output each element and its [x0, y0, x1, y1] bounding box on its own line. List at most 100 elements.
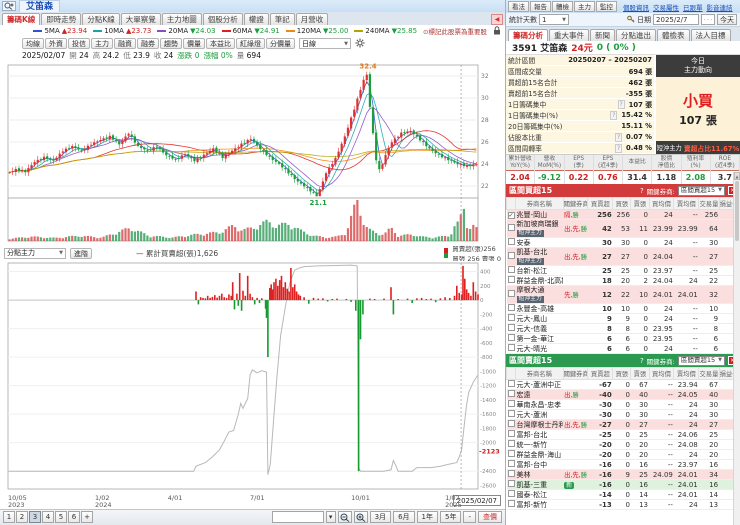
top-btn-主力[interactable]: 主力	[574, 1, 595, 12]
zoom-plus-icon[interactable]	[2, 1, 16, 12]
tab-權證[interactable]: 權證	[243, 12, 269, 25]
chart-btn-紅綠燈[interactable]: 紅綠燈	[236, 38, 265, 50]
range-button--[interactable]: -	[463, 511, 476, 524]
panel2-indicator-select[interactable]: 分點主力 ▼	[4, 247, 66, 259]
panel-tab-重大事件[interactable]: 重大事件	[549, 29, 589, 41]
row-checkbox[interactable]	[507, 380, 515, 387]
zoom-out-button[interactable]	[337, 511, 352, 524]
panel-tab-新聞[interactable]: 新聞	[590, 29, 615, 41]
scrollbar-thumb[interactable]	[735, 181, 739, 241]
page-button-1[interactable]: 1	[3, 511, 15, 524]
help-icon[interactable]: ?	[615, 143, 623, 153]
top-link-交易屬性[interactable]: 交易屬性	[653, 3, 679, 12]
chart-btn-均線[interactable]: 均線	[22, 38, 44, 50]
panel-tab-體檢表[interactable]: 體檢表	[657, 29, 690, 41]
advanced-button[interactable]: 進階	[70, 247, 92, 259]
row-checkbox[interactable]	[507, 440, 515, 447]
range-button-6月[interactable]: 6月	[393, 511, 415, 524]
top-link-已跟單[interactable]: 已跟單	[683, 3, 703, 12]
help-icon[interactable]: ?	[610, 110, 618, 120]
tab-即時走勢[interactable]: 即時走勢	[41, 12, 82, 25]
chart-btn-外資[interactable]: 外資	[45, 38, 67, 50]
range-button-1年[interactable]: 1年	[416, 511, 438, 524]
row-checkbox[interactable]	[507, 290, 515, 297]
candlestick-chart[interactable]: 22 24 26 28 30 32 32.4 21.1	[0, 61, 506, 243]
row-checkbox[interactable]: ✓	[507, 211, 515, 219]
row-checkbox[interactable]	[507, 334, 515, 341]
page-button-5[interactable]: 5	[55, 511, 67, 524]
help-icon[interactable]: ?	[639, 186, 644, 195]
row-checkbox[interactable]	[507, 460, 515, 467]
chart-btn-主力[interactable]: 主力	[91, 38, 113, 50]
chart-btn-融券[interactable]: 融券	[137, 38, 159, 50]
chart-btn-融資[interactable]: 融資	[114, 38, 136, 50]
top-link-個股資訊[interactable]: 個股資訊	[623, 3, 649, 12]
panel-tab-法人目標[interactable]: 法人目標	[690, 29, 731, 41]
page-button-6[interactable]: 6	[68, 511, 80, 524]
panel-tab-籌碼分析[interactable]: 籌碼分析	[508, 29, 548, 41]
row-checkbox[interactable]	[507, 344, 515, 351]
row-checkbox[interactable]	[507, 430, 515, 437]
row-checkbox[interactable]	[507, 470, 515, 477]
panel-tab-分點進出[interactable]: 分點進出	[616, 29, 656, 41]
row-checkbox[interactable]	[507, 314, 515, 321]
page-button-4[interactable]: 4	[42, 511, 54, 524]
sell-key-select[interactable]: 區間賣超15 ▼	[677, 355, 725, 366]
row-checkbox[interactable]	[507, 410, 515, 417]
top-btn-報告[interactable]: 報告	[530, 1, 551, 12]
price-check-button[interactable]: 查價	[478, 511, 502, 524]
row-checkbox[interactable]	[507, 500, 515, 507]
row-checkbox[interactable]	[507, 400, 515, 407]
chart-btn-投信[interactable]: 投信	[68, 38, 90, 50]
tab-大單察覺[interactable]: 大單察覺	[120, 12, 161, 25]
zoom-in-button[interactable]	[353, 511, 368, 524]
row-checkbox[interactable]	[507, 304, 515, 311]
lock-icon[interactable]	[493, 25, 501, 37]
page-button-2[interactable]: 2	[16, 511, 28, 524]
tab-籌碼K線[interactable]: 籌碼K線	[2, 12, 41, 25]
chart-btn-本益比[interactable]: 本益比	[206, 38, 235, 50]
price-chart-area[interactable]: 22 24 26 28 30 32 32.4 21.1	[0, 61, 506, 246]
stat-days-select[interactable]: 1 ▼	[539, 14, 569, 25]
row-checkbox[interactable]	[507, 324, 515, 331]
period-select[interactable]: 日線 ▼	[299, 38, 351, 50]
row-checkbox[interactable]	[507, 276, 515, 283]
broker-flow-chart[interactable]: 400 200 0 -200 -400 -600 -800 -1000 -1200 -1400 -1…	[0, 261, 506, 493]
top-btn-體檢[interactable]: 體檢	[552, 1, 573, 12]
tab-分點K線[interactable]: 分點K線	[82, 12, 120, 25]
date-more-button[interactable]: · · ·	[701, 14, 715, 25]
tab-筆記[interactable]: 筆記	[269, 12, 295, 25]
top-link-影音連結[interactable]: 影音連結	[706, 3, 733, 12]
help-icon[interactable]: ?	[617, 99, 625, 109]
today-button[interactable]: 今天	[717, 14, 737, 25]
chart-btn-價量[interactable]: 價量	[183, 38, 205, 50]
row-checkbox[interactable]	[507, 480, 515, 487]
help-icon[interactable]: ?	[615, 132, 623, 142]
tab-主力地圖[interactable]: 主力地圖	[161, 12, 202, 25]
flow-chart-area[interactable]: 400 200 0 -200 -400 -600 -800 -1000 -1200 -1400 -1…	[0, 261, 506, 496]
buy-key-select[interactable]: 區間買超15 ▼	[677, 185, 725, 196]
